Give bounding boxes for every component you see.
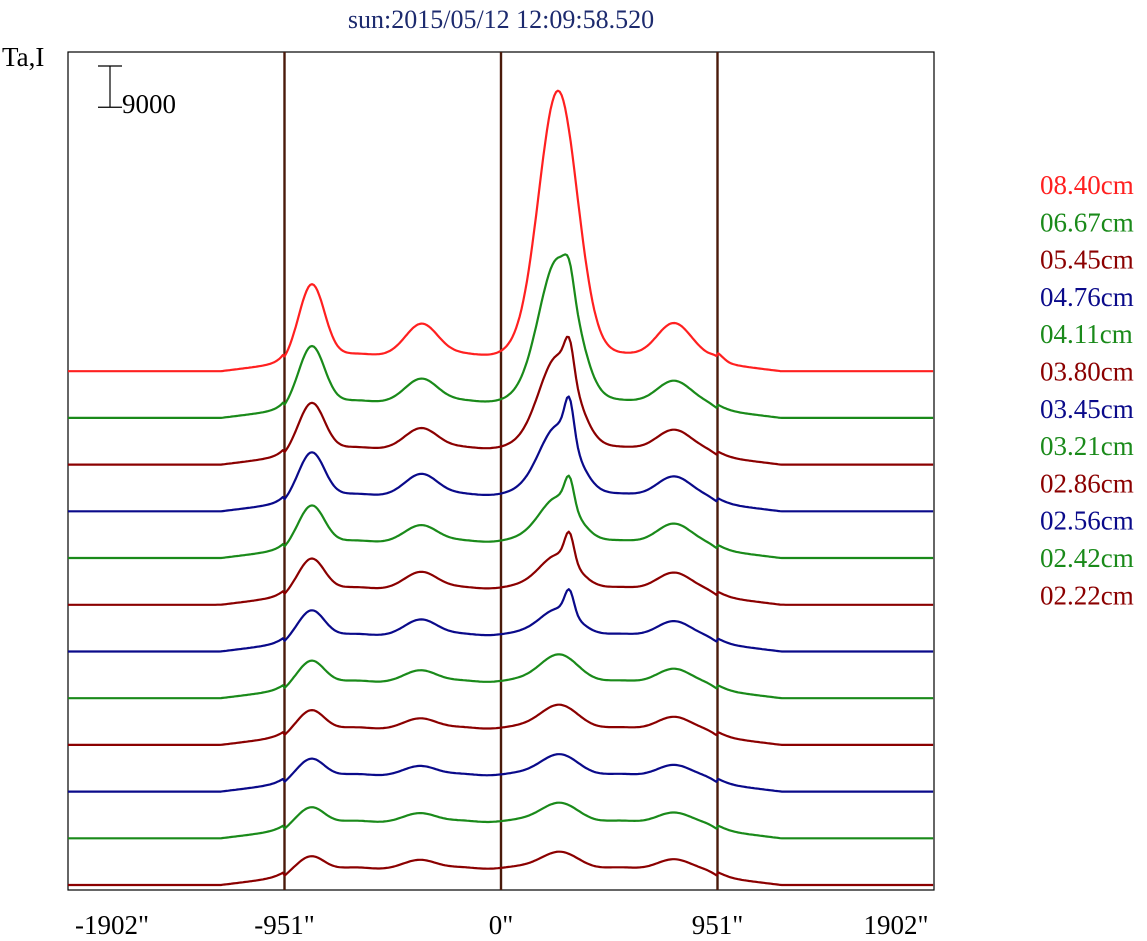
x-tick-label: 0": [489, 910, 514, 940]
scale-bar-label: 9000: [122, 89, 176, 119]
legend-item: 02.86cm: [1040, 468, 1134, 498]
legend-item: 06.67cm: [1040, 207, 1134, 237]
x-tick-label: -951": [254, 910, 315, 940]
series-line-02.42cm: [68, 801, 934, 840]
limb-markers: [283, 52, 719, 890]
x-tick-label: 951": [692, 910, 744, 940]
legend-item: 02.42cm: [1040, 543, 1134, 573]
chart-title: sun:2015/05/12 12:09:58.520: [348, 5, 654, 34]
series-layer: [68, 89, 934, 887]
legend-item: 03.80cm: [1040, 357, 1134, 387]
series-line-02.56cm: [68, 753, 934, 793]
series-line-06.67cm: [68, 253, 934, 419]
legend-item: 03.45cm: [1040, 394, 1134, 424]
legend-item: 03.21cm: [1040, 431, 1134, 461]
series-line-02.22cm: [68, 850, 934, 887]
series-line-03.80cm: [68, 530, 934, 606]
y-axis-label: Ta,I: [2, 42, 44, 72]
legend: 08.40cm 06.67cm 05.45cm 04.76cm 04.11cm 03.80…: [1040, 170, 1134, 610]
legend-item: 02.56cm: [1040, 506, 1134, 536]
series-line-08.40cm: [68, 89, 934, 373]
x-tick-label: 1902": [863, 910, 928, 940]
x-tick-labels: -1902" -951" 0" 951" 1902": [75, 910, 929, 940]
x-tick-label: -1902": [75, 910, 149, 940]
legend-item: 05.45cm: [1040, 245, 1134, 275]
series-line-03.45cm: [68, 588, 934, 653]
legend-item: 08.40cm: [1040, 170, 1134, 200]
legend-item: 04.11cm: [1040, 319, 1133, 349]
series-line-04.11cm: [68, 474, 934, 560]
series-line-04.76cm: [68, 395, 934, 513]
scale-bar: 9000: [98, 65, 176, 119]
series-line-03.21cm: [68, 653, 934, 700]
legend-item: 04.76cm: [1040, 282, 1134, 312]
legend-item: 02.22cm: [1040, 580, 1134, 610]
series-line-05.45cm: [68, 335, 934, 466]
series-line-02.86cm: [68, 703, 934, 746]
